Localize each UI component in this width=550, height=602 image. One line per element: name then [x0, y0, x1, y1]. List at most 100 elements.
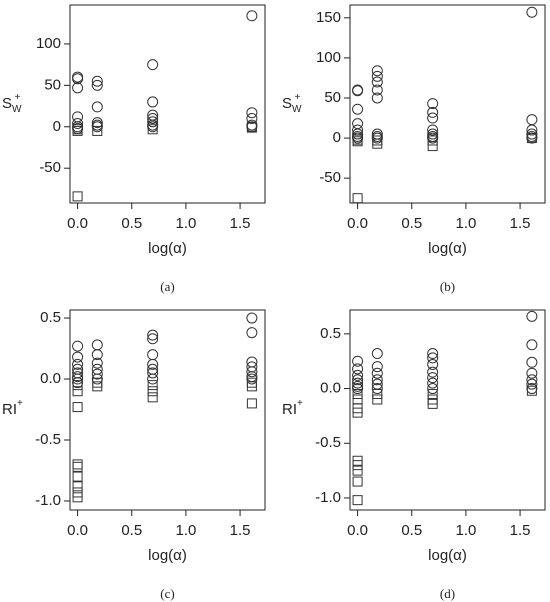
circle-point — [371, 92, 383, 104]
plot-frame — [69, 309, 266, 511]
circle-point — [371, 361, 383, 373]
circle-point — [371, 378, 383, 390]
square-point — [246, 398, 257, 409]
circle-point — [72, 358, 84, 370]
square-point — [352, 465, 363, 476]
x-axis-label: log(α) — [428, 547, 467, 564]
x-axis-label: log(α) — [428, 240, 467, 257]
circle-point — [427, 124, 439, 136]
y-label-base: RI — [282, 401, 297, 418]
y-label-sub: W — [292, 104, 302, 115]
y-axis-label: SW+ — [2, 92, 22, 115]
square-point — [427, 398, 438, 409]
circle-point — [371, 65, 383, 77]
circle-point — [427, 106, 439, 118]
circle-point — [91, 339, 103, 351]
x-tick-label: 1.0 — [455, 522, 476, 539]
y-tick-label: 150 — [316, 9, 341, 26]
y-label-sup: + — [17, 398, 23, 409]
circle-point — [91, 75, 103, 87]
circle-point — [246, 366, 258, 378]
circle-point — [526, 367, 538, 379]
y-tick-label: 100 — [36, 35, 61, 52]
circle-point — [147, 367, 159, 379]
circle-point — [147, 59, 159, 71]
circle-point — [371, 367, 383, 379]
circle-point — [427, 372, 439, 384]
circle-point — [526, 114, 538, 126]
circle-point — [427, 348, 439, 360]
caption: (c) — [160, 586, 174, 601]
square-point — [72, 191, 83, 202]
circle-point — [352, 103, 364, 115]
square-point — [372, 138, 383, 149]
x-tick-label: 0.5 — [401, 522, 422, 539]
square-point — [246, 381, 257, 392]
square-point — [147, 392, 158, 403]
square-point — [72, 471, 83, 482]
circle-point — [526, 356, 538, 368]
square-point — [72, 461, 83, 472]
y-tick-label: 100 — [316, 49, 341, 66]
x-tick-label: 0.0 — [67, 215, 88, 232]
square-point — [427, 135, 438, 146]
square-point — [246, 122, 257, 133]
square-point — [72, 380, 83, 391]
square-point — [147, 386, 158, 397]
y-tick-label: 0.5 — [320, 325, 341, 342]
y-axis-label: RI+ — [282, 398, 303, 418]
circle-point — [72, 351, 84, 363]
caption: (b) — [440, 279, 455, 294]
x-axis-label: log(α) — [148, 240, 187, 257]
caption: (d) — [440, 586, 455, 601]
square-point — [352, 407, 363, 418]
circle-point — [246, 10, 258, 22]
plot-frame — [69, 4, 266, 204]
y-tick-label: 0 — [53, 118, 61, 135]
square-point — [352, 136, 363, 147]
square-point — [72, 125, 83, 136]
x-tick-label: 1.0 — [175, 215, 196, 232]
circle-point — [526, 124, 538, 136]
circle-point — [352, 377, 364, 389]
circle-point — [91, 101, 103, 113]
circle-point — [352, 128, 364, 140]
y-axis-label: SW+ — [282, 92, 302, 115]
y-tick-label: 50 — [44, 76, 61, 93]
x-tick-label: 0.5 — [121, 215, 142, 232]
circle-point — [72, 73, 84, 85]
circle-point — [352, 85, 364, 97]
circle-point — [91, 357, 103, 369]
circle-point — [427, 98, 439, 110]
circle-point — [91, 349, 103, 361]
y-tick-label: 0.5 — [40, 309, 61, 326]
square-point — [352, 476, 363, 487]
circle-point — [427, 352, 439, 364]
circle-point — [371, 348, 383, 360]
plot-frame — [349, 4, 546, 204]
circle-point — [72, 340, 84, 352]
square-point — [427, 389, 438, 400]
square-point — [147, 380, 158, 391]
circle-point — [352, 355, 364, 367]
circle-point — [91, 117, 103, 129]
square-point — [92, 125, 103, 136]
y-tick-label: -0.5 — [35, 431, 61, 448]
square-point — [526, 133, 537, 144]
y-label-sup: + — [14, 92, 20, 103]
square-point — [72, 386, 83, 397]
circle-point — [371, 383, 383, 395]
square-point — [372, 394, 383, 405]
x-tick-label: 0.0 — [67, 522, 88, 539]
circle-point — [526, 339, 538, 351]
square-point — [72, 481, 83, 492]
x-tick-label: 0.5 — [121, 522, 142, 539]
y-label-base: S — [282, 95, 292, 112]
circle-point — [246, 327, 258, 339]
square-point — [147, 124, 158, 135]
y-label-sup: + — [294, 92, 300, 103]
circle-point — [352, 369, 364, 381]
x-tick-label: 1.0 — [455, 215, 476, 232]
y-tick-label: 0.0 — [320, 380, 341, 397]
square-point — [92, 381, 103, 392]
